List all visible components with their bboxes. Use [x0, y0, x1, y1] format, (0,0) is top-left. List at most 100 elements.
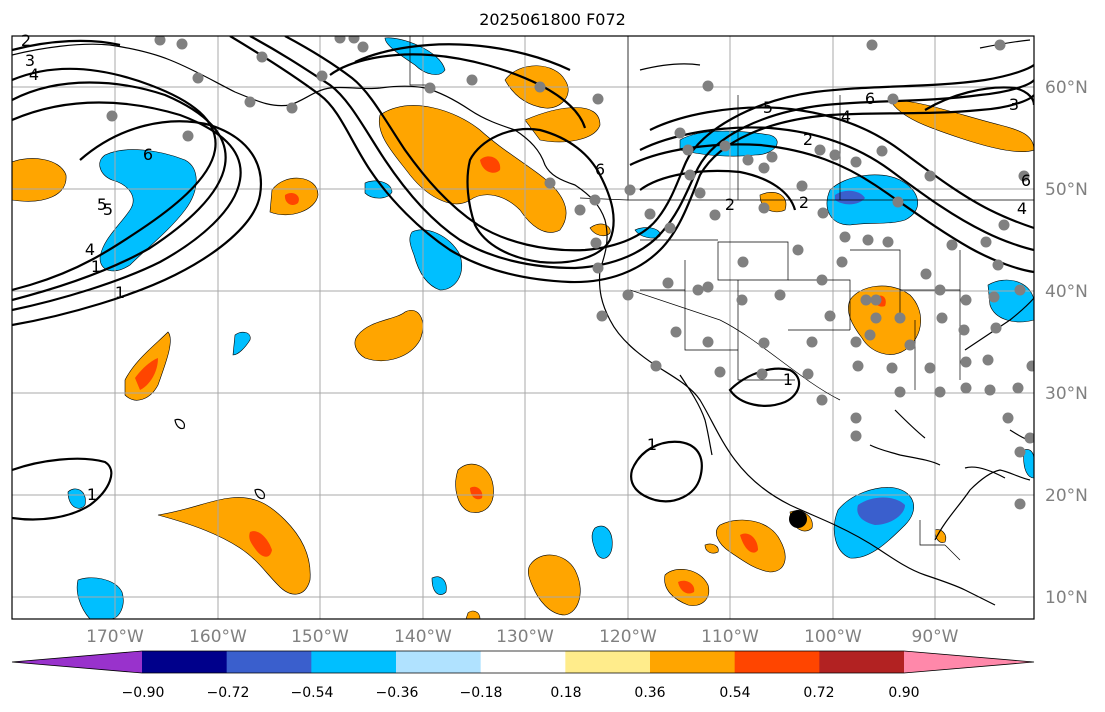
- station-dot: [860, 294, 872, 306]
- station-dot: [106, 110, 118, 122]
- station-dot: [357, 41, 369, 53]
- contour-label: 1: [115, 283, 125, 302]
- colorbar-extend-high: [904, 651, 1034, 673]
- station-dot: [176, 38, 188, 50]
- contour-label: 6: [865, 89, 875, 108]
- station-dot: [592, 262, 604, 274]
- fill-red: [135, 358, 158, 390]
- station-dot: [702, 80, 714, 92]
- colorbar-tick-label: 0.72: [803, 685, 834, 701]
- station-dot: [836, 256, 848, 268]
- station-dot: [662, 277, 674, 289]
- station-dot: [870, 294, 882, 306]
- station-dot: [192, 72, 204, 84]
- fill-red: [284, 192, 299, 206]
- fill-blue: [634, 227, 661, 239]
- map-frame: [11, 35, 1035, 620]
- fill-royalblue: [835, 190, 865, 205]
- station-dot: [904, 339, 916, 351]
- station-dot: [936, 312, 948, 324]
- contour-label: 4: [1017, 199, 1027, 218]
- station-dot: [850, 430, 862, 442]
- station-dot: [592, 93, 604, 105]
- colorbar-segment: [565, 651, 651, 673]
- station-dot: [596, 310, 608, 322]
- station-dot: [946, 239, 958, 251]
- contour-label: 6: [1021, 171, 1031, 190]
- fill-blue: [384, 37, 446, 75]
- station-dot: [892, 196, 904, 208]
- station-dot: [934, 386, 946, 398]
- station-dot: [988, 291, 1000, 303]
- colorbar-segment: [226, 651, 312, 673]
- colorbar-outline: [11, 650, 1035, 674]
- lon-label: 150°W: [291, 627, 349, 647]
- station-dot: [589, 194, 601, 206]
- contour-label: 3: [25, 51, 35, 70]
- station-dot: [702, 281, 714, 293]
- fill-orange: [354, 310, 424, 361]
- station-dot: [758, 202, 770, 214]
- fill-orange: [12, 158, 67, 202]
- station-dot: [286, 102, 298, 114]
- lon-label: 170°W: [86, 627, 144, 647]
- station-dot: [980, 236, 992, 248]
- station-dot: [862, 234, 874, 246]
- station-dot: [924, 170, 936, 182]
- station-dot: [670, 326, 682, 338]
- station-dot: [756, 368, 768, 380]
- lat-label: 40°N: [1045, 282, 1088, 302]
- station-dot: [692, 284, 704, 296]
- station-dot: [622, 289, 634, 301]
- lat-label: 60°N: [1045, 78, 1088, 98]
- colorbar-segment: [396, 651, 482, 673]
- station-dot: [850, 156, 862, 168]
- contour-label: 3: [1009, 95, 1019, 114]
- station-dot: [886, 362, 898, 374]
- colorbar-segment: [142, 651, 228, 673]
- station-dot: [960, 382, 972, 394]
- colorbar-tick-label: 0.54: [719, 685, 750, 701]
- station-dot: [574, 204, 586, 216]
- station-dot: [960, 356, 972, 368]
- station-dot: [674, 127, 686, 139]
- station-dot: [792, 244, 804, 256]
- station-dot: [816, 394, 828, 406]
- fill-blue: [76, 577, 124, 619]
- station-dot: [850, 412, 862, 424]
- station-dot: [990, 322, 1002, 334]
- lat-label: 50°N: [1045, 180, 1088, 200]
- station-dot: [709, 209, 721, 221]
- contour-label: 1: [91, 257, 101, 276]
- station-dot: [802, 368, 814, 380]
- fill-red: [678, 580, 695, 594]
- contour-label: 1: [87, 485, 97, 504]
- station-dot: [870, 312, 882, 324]
- station-dot: [774, 289, 786, 301]
- fill-orange: [378, 105, 567, 233]
- lon-label: 90°W: [912, 627, 959, 647]
- colorbar-segment: [734, 651, 820, 673]
- colorbar-segment: [480, 651, 566, 673]
- station-dot: [1002, 412, 1014, 424]
- lon-label: 160°W: [189, 627, 247, 647]
- lon-label: 120°W: [599, 627, 657, 647]
- station-dot: [316, 70, 328, 82]
- fill-orange: [465, 610, 481, 619]
- fill-orange: [524, 107, 601, 143]
- station-dot: [829, 149, 841, 161]
- colorbar-tick-label: −0.54: [291, 685, 334, 701]
- station-dot: [839, 231, 851, 243]
- station-dot: [664, 222, 676, 234]
- station-dot: [894, 386, 906, 398]
- page-title: 2025061800 F072: [479, 10, 626, 29]
- station-dot: [758, 162, 770, 174]
- station-dot: [348, 36, 360, 44]
- fill-blue: [591, 525, 613, 559]
- station-dot: [876, 145, 888, 157]
- contour-label: 2: [21, 31, 31, 50]
- station-dot: [982, 354, 994, 366]
- lat-label: 10°N: [1045, 588, 1088, 608]
